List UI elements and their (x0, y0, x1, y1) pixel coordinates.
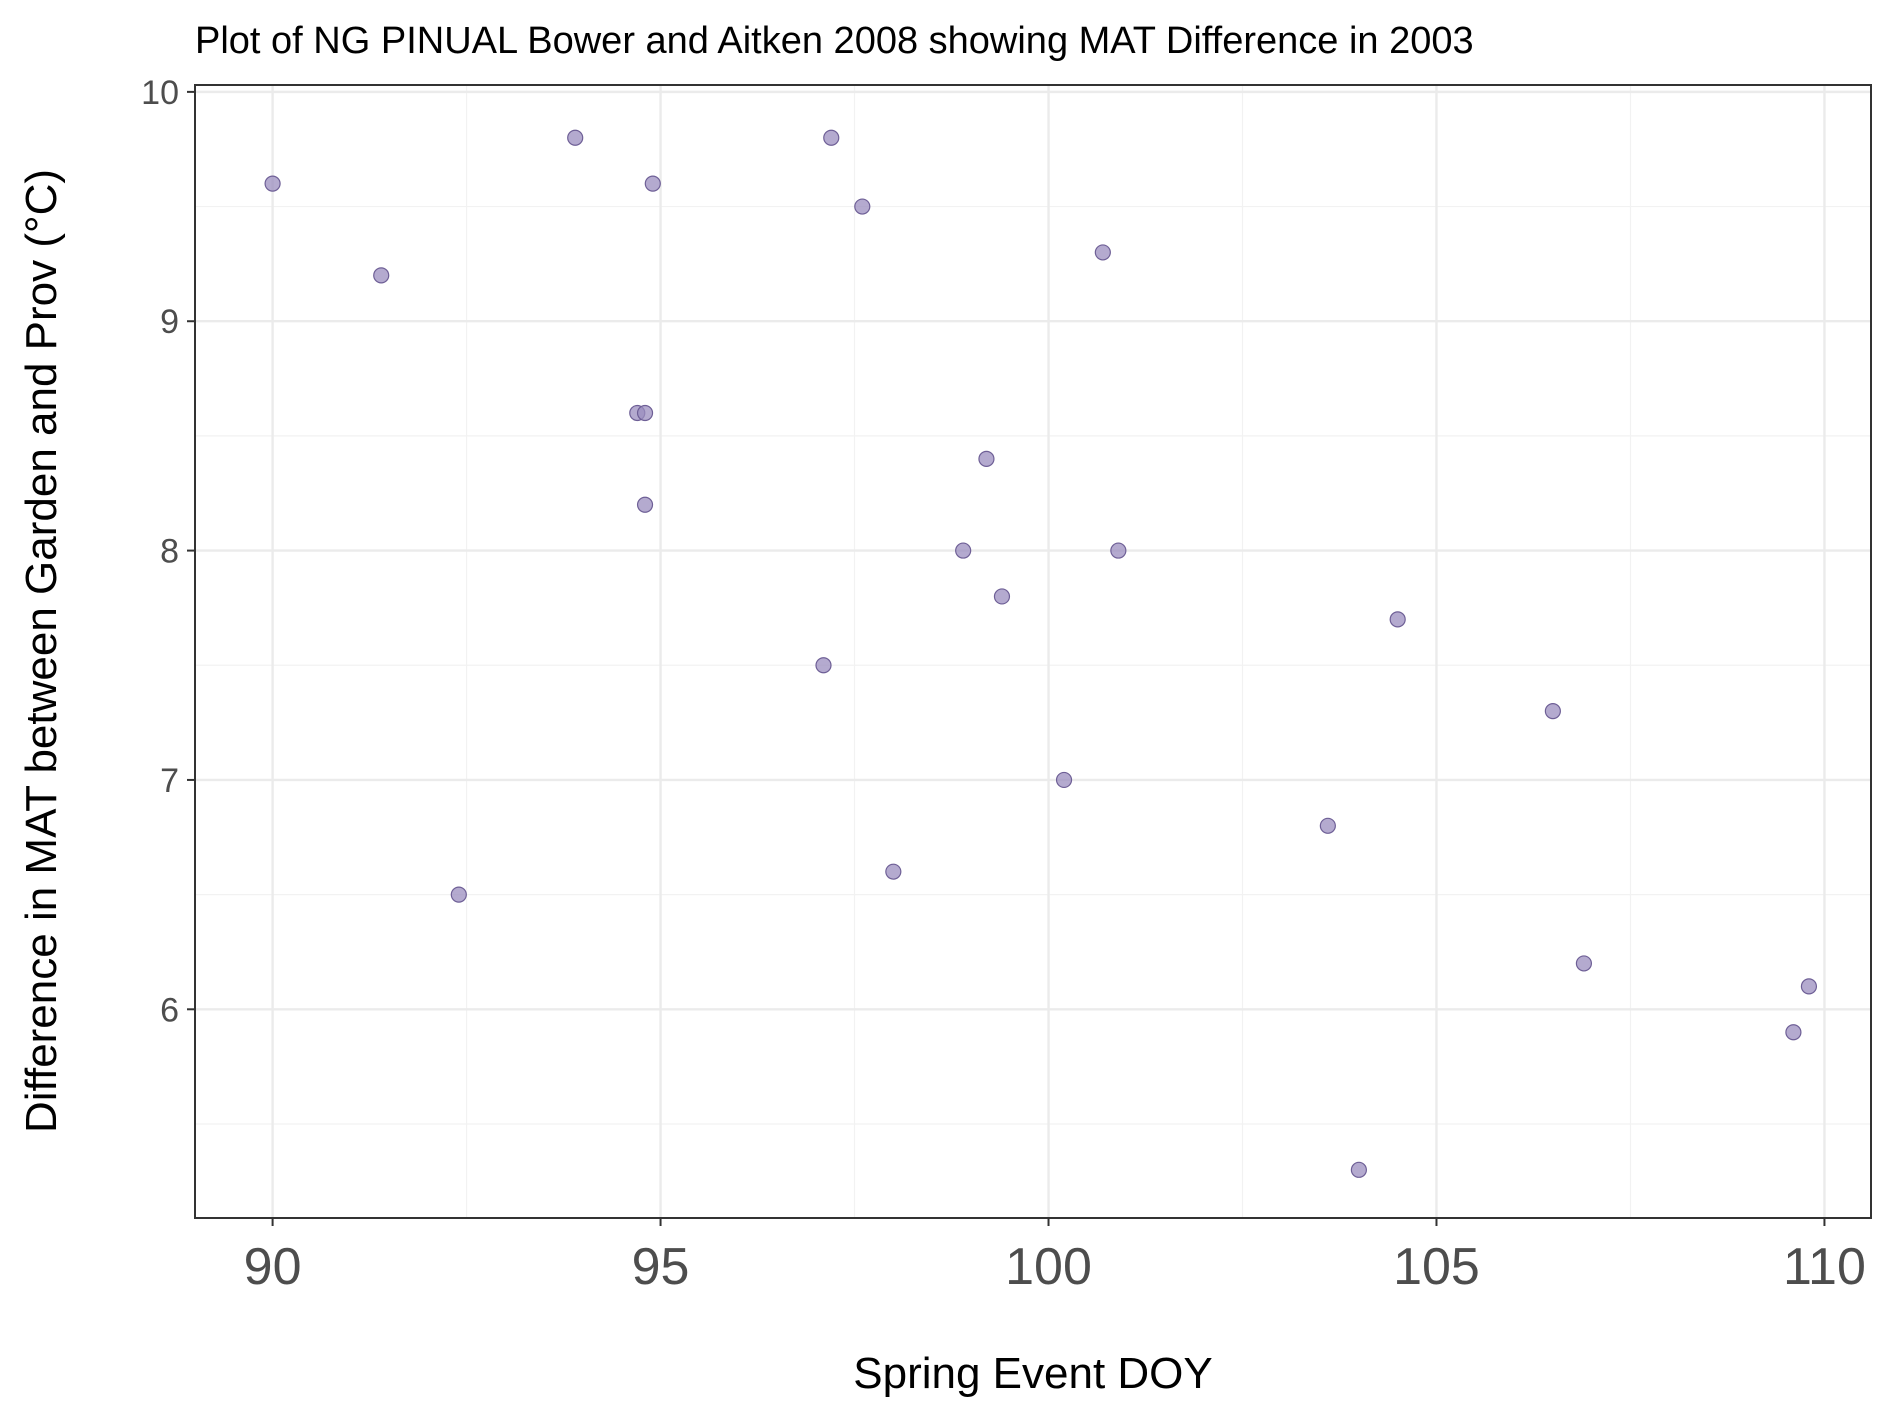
data-point (636, 404, 654, 422)
x-tick-label: 100 (1005, 1238, 1092, 1296)
data-point (815, 657, 832, 674)
data-point (1544, 703, 1561, 720)
grid (195, 85, 1871, 1218)
data-point (644, 175, 661, 192)
data-point (450, 886, 467, 903)
x-tick-label: 95 (632, 1238, 690, 1296)
data-point (854, 198, 871, 215)
data-point (1094, 244, 1111, 261)
data-points (264, 129, 1818, 1178)
data-point (823, 129, 840, 146)
y-tick-label: 8 (160, 533, 179, 571)
x-axis-title: Spring Event DOY (853, 1349, 1213, 1398)
y-axis-title: Difference in MAT between Garden and Pro… (17, 169, 66, 1133)
data-point (1389, 611, 1406, 628)
y-tick-label: 9 (160, 303, 179, 341)
y-tick-label: 6 (160, 991, 179, 1029)
data-point (885, 863, 902, 880)
data-point (1785, 1024, 1802, 1041)
data-point (1575, 955, 1593, 972)
data-point (567, 129, 584, 146)
axis-ticks: 90 95 100 105 110 6 7 8 9 10 (141, 74, 1866, 1296)
data-point (264, 175, 281, 192)
data-point (1350, 1161, 1367, 1178)
y-tick-label: 7 (160, 762, 179, 800)
data-point (993, 588, 1011, 605)
y-tick-label: 10 (141, 74, 179, 112)
x-tick-label: 90 (244, 1238, 302, 1296)
x-tick-label: 110 (1783, 1238, 1866, 1296)
data-point (636, 496, 654, 513)
data-point (1110, 542, 1127, 559)
chart-title: Plot of NG PINUAL Bower and Aitken 2008 … (195, 20, 1474, 62)
plot-panel-border (194, 84, 1872, 1219)
data-point (1319, 817, 1336, 834)
data-point (955, 542, 972, 559)
data-point (373, 267, 390, 284)
x-tick-label: 105 (1393, 1238, 1480, 1296)
data-point (1800, 978, 1818, 995)
data-point (1055, 771, 1073, 789)
data-point (978, 450, 995, 467)
